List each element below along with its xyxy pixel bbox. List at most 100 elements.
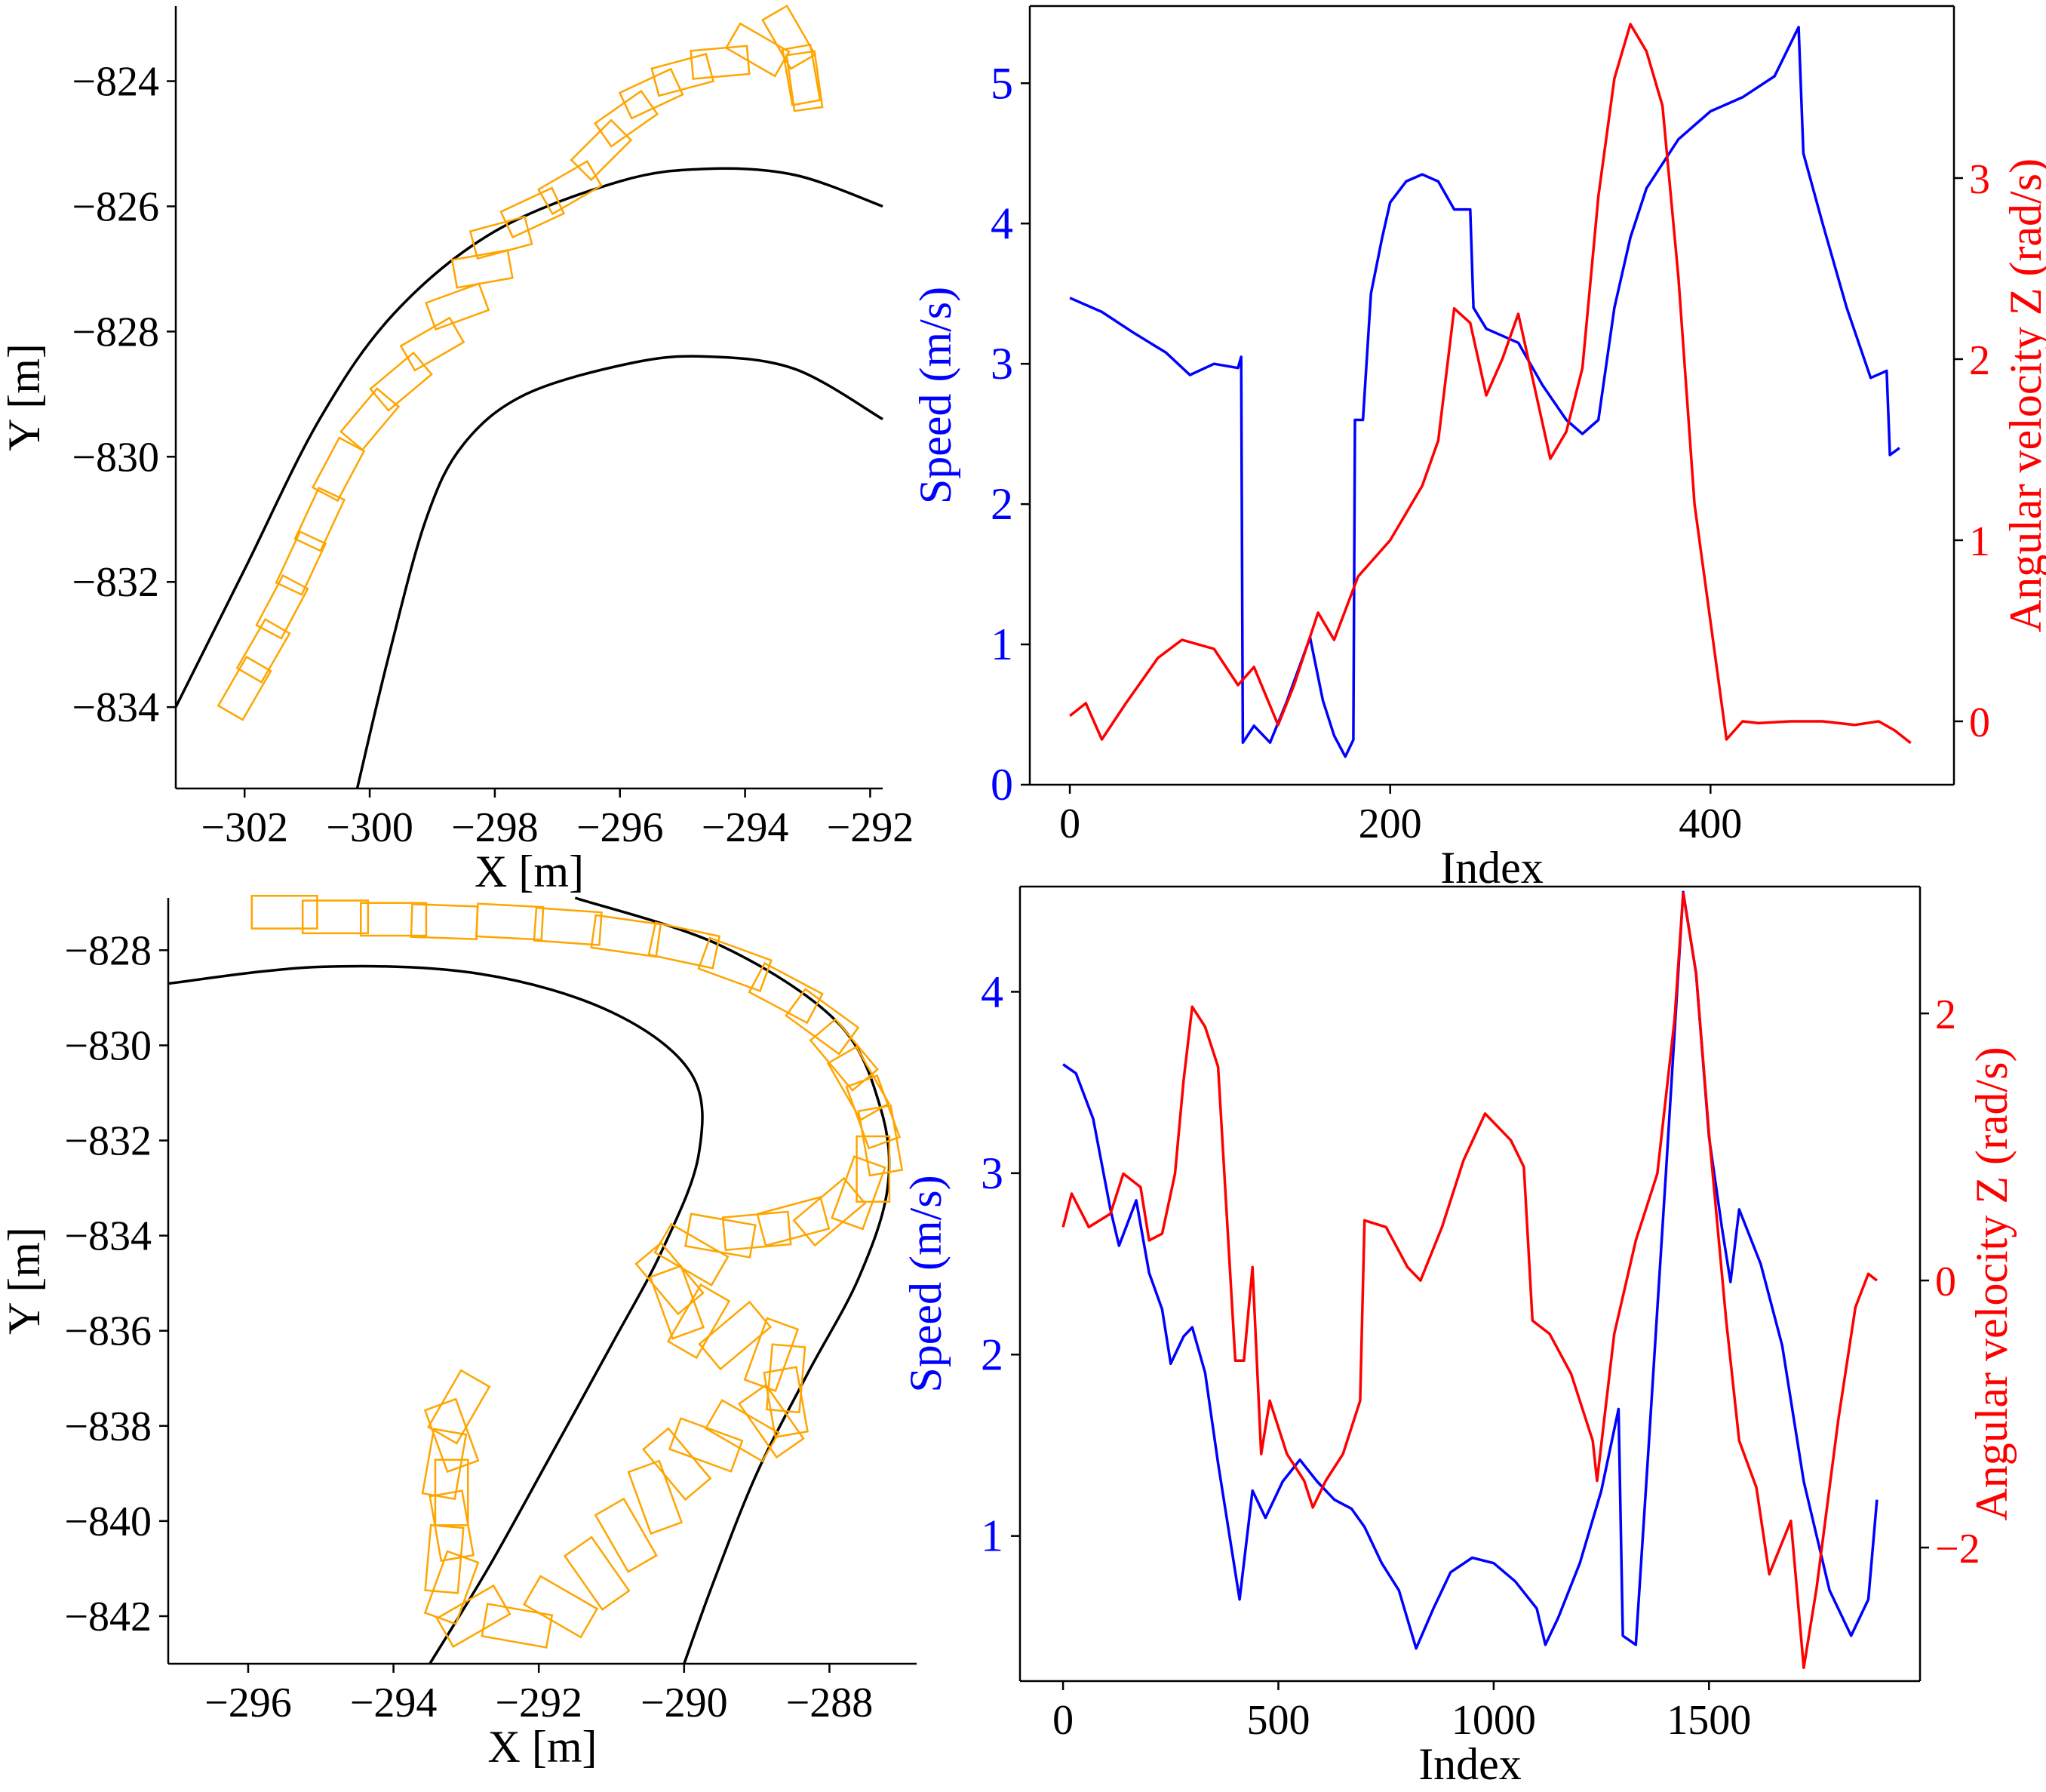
speed-tick-label: 0 (991, 760, 1013, 810)
vehicle-box (424, 1523, 465, 1594)
road-edge-line (167, 964, 704, 1664)
vehicle-box (668, 1417, 744, 1473)
vehicle-box (533, 906, 603, 946)
y-tick-label: −832 (64, 1118, 152, 1165)
speed-angular-plot-top: 0 200 400 0 1 2 3 4 5 0 1 2 3 Index Speed (m/s) Angular… (911, 5, 2046, 893)
vehicle-box (792, 1176, 867, 1247)
vehicle-box (761, 5, 817, 70)
speed-tick-label: 3 (991, 339, 1013, 389)
trajectory-plot-top: −302 −300 −298 −296 −294 −292 −824 −826 −828 −830… (0, 5, 914, 896)
vehicle-box (826, 1045, 891, 1121)
speed-axis-label: Speed (m/s) (911, 287, 960, 504)
x-tick-label: −298 (451, 804, 539, 851)
vehicle-box (785, 988, 860, 1056)
angular-tick-label: 0 (1935, 1259, 1956, 1305)
angular-tick-label: 2 (1969, 337, 1990, 384)
vehicle-box (765, 1343, 806, 1414)
speed-series-line (1062, 890, 1879, 1650)
vehicle-box (235, 618, 291, 684)
y-tick-label: −838 (64, 1403, 152, 1450)
y-tick-label: −834 (72, 684, 159, 731)
x-tick-label: 0 (1052, 1697, 1074, 1744)
x-tick-label: −290 (641, 1680, 728, 1726)
speed-tick-label: 3 (981, 1148, 1003, 1198)
y-tick-label: −830 (64, 1022, 152, 1069)
vehicle-box (275, 530, 327, 596)
x-tick-label: −294 (702, 804, 789, 851)
x-tick-label: −292 (827, 804, 914, 851)
y-tick-label: −836 (64, 1308, 152, 1355)
angular-axis-label: Angular velocity Z (rad/s) (2001, 158, 2046, 632)
vehicle-box (743, 1317, 800, 1392)
vehicle-box (427, 1369, 491, 1445)
vehicle-box (450, 249, 514, 289)
speed-series-line (1069, 26, 1900, 758)
x-tick-label: −294 (350, 1680, 438, 1726)
vehicle-box (697, 936, 773, 993)
angular-tick-label: 0 (1969, 699, 1990, 746)
vehicle-box (748, 961, 824, 1025)
vehicle-box (570, 118, 633, 182)
y-tick-label: −842 (64, 1594, 152, 1640)
x-axis-label: Index (1418, 1739, 1522, 1789)
vehicle-box (650, 53, 715, 97)
y-tick-label: −826 (72, 183, 159, 230)
vehicle-box (690, 45, 751, 80)
y-axis-label: Y [m] (0, 1227, 49, 1335)
vehicle-box (724, 22, 791, 78)
vehicle-box (410, 903, 479, 940)
vehicle-box (763, 1366, 809, 1439)
y-axis-label: Y [m] (0, 343, 49, 451)
y-tick-label: −828 (72, 309, 159, 355)
angular-axis-label: Angular velocity Z (rad/s) (1967, 1047, 2017, 1520)
vehicle-box (468, 215, 533, 260)
vehicle-box (425, 282, 490, 331)
y-tick-label: −824 (72, 59, 159, 106)
road-edge-line (574, 896, 891, 1664)
x-tick-label: 200 (1359, 801, 1422, 847)
vehicle-box (475, 902, 545, 941)
vehicle-box (653, 1222, 730, 1286)
vehicle-box (618, 67, 684, 120)
x-tick-label: −288 (786, 1680, 874, 1726)
vehicle-box (627, 1459, 684, 1535)
vehicle-box (738, 1383, 805, 1459)
x-tick-label: 500 (1246, 1697, 1310, 1744)
x-tick-label: 0 (1059, 801, 1080, 847)
angular-velocity-series-line (1069, 23, 1912, 745)
vehicle-box (434, 1458, 469, 1526)
vehicle-box (721, 1210, 792, 1252)
vehicle-box (399, 316, 465, 372)
speed-tick-label: 2 (981, 1329, 1003, 1379)
x-tick-label: 1500 (1667, 1697, 1751, 1744)
vehicle-box (704, 1398, 780, 1463)
angular-tick-label: 1 (1969, 518, 1990, 565)
vehicle-box (684, 1213, 757, 1259)
vehicle-box (698, 1300, 773, 1371)
x-axis-label: X [m] (488, 1722, 598, 1772)
angular-tick-label: 3 (1969, 156, 1990, 203)
vehicle-box (435, 1584, 512, 1649)
speed-tick-label: 5 (991, 58, 1013, 108)
vehicle-box (339, 387, 401, 451)
vehicle-box (634, 1241, 705, 1316)
angular-tick-label: 2 (1935, 991, 1956, 1038)
road-edge-line (355, 355, 883, 789)
y-tick-label: −832 (72, 559, 159, 606)
trajectory-plot-bottom: −296 −294 −292 −290 −288 −828 −830 −832 −834 −836… (0, 894, 917, 1772)
speed-axis-label: Speed (m/s) (901, 1175, 951, 1392)
x-tick-label: 400 (1679, 801, 1742, 847)
vehicle-box (756, 1196, 831, 1247)
vehicle-box (857, 1104, 904, 1177)
vehicle-box (781, 43, 822, 106)
speed-tick-label: 4 (991, 198, 1013, 248)
x-tick-label: −292 (495, 1680, 582, 1726)
vehicle-box (369, 351, 433, 412)
x-tick-label: −296 (576, 804, 664, 851)
y-tick-label: −828 (64, 927, 152, 974)
vehicle-box (301, 899, 370, 935)
road-edge-line (174, 167, 883, 708)
vehicle-box (537, 160, 603, 216)
angular-tick-label: −2 (1935, 1526, 1980, 1572)
